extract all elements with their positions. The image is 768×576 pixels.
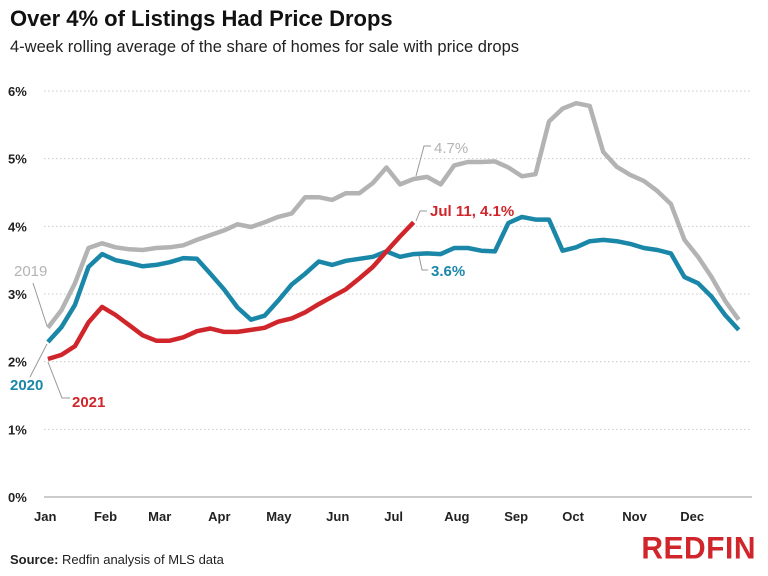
x-tick-label: Oct <box>562 509 584 524</box>
series-line-2020 <box>46 214 741 344</box>
x-tick-label: Aug <box>444 509 469 524</box>
x-tick-label: May <box>266 509 292 524</box>
series-line-2019 <box>46 100 741 330</box>
series-label-2021: 2021 <box>72 394 105 411</box>
source-text: Redfin analysis of MLS data <box>58 552 224 567</box>
x-tick-label: Jul <box>384 509 403 524</box>
x-tick-label: Dec <box>680 509 704 524</box>
source-label: Source: <box>10 552 59 567</box>
annotation-leaders <box>29 145 431 399</box>
leader-2021 <box>47 361 70 399</box>
x-tick-label: Mar <box>148 509 171 524</box>
series-label-2019: 2019 <box>14 263 47 280</box>
y-tick-label: 6% <box>8 84 27 99</box>
gridlines <box>44 90 752 498</box>
chart-subtitle: 4-week rolling average of the share of h… <box>10 38 520 56</box>
chart-title: Over 4% of Listings Had Price Drops <box>10 6 393 31</box>
leader-2020 <box>29 343 48 378</box>
leader-gray-value <box>415 145 431 177</box>
y-tick-label: 4% <box>8 219 27 234</box>
annotation-labels: 2019 2020 2021 4.7% Jul 11, 4.1% 3.6% <box>10 140 514 411</box>
y-tick-label: 3% <box>8 287 27 302</box>
x-tick-label: Jun <box>326 509 349 524</box>
series-label-2020: 2020 <box>10 377 43 394</box>
x-tick-label: Jan <box>34 509 56 524</box>
x-tick-label: Feb <box>94 509 117 524</box>
series-lines <box>46 100 741 362</box>
gray-value-label: 4.7% <box>434 140 468 157</box>
y-tick-label: 0% <box>8 490 27 505</box>
series-line-2021 <box>47 220 416 362</box>
x-tick-label: Apr <box>208 509 230 524</box>
x-axis-ticks: Jan Feb Mar Apr May Jun Jul Aug Sep Oct Nov Dec <box>34 509 704 524</box>
source-note: Source: Redfin analysis of MLS data <box>10 552 224 567</box>
y-tick-label: 1% <box>8 422 27 437</box>
leader-blue-value <box>418 255 428 271</box>
x-tick-label: Nov <box>622 509 647 524</box>
x-tick-label: Sep <box>504 509 528 524</box>
red-value-label: Jul 11, 4.1% <box>430 203 514 220</box>
y-axis-ticks: 0% 1% 2% 3% 4% 5% 6% <box>8 84 27 505</box>
leader-2019 <box>32 282 48 327</box>
y-tick-label: 2% <box>8 355 27 370</box>
leader-red-value <box>415 210 427 222</box>
blue-value-label: 3.6% <box>431 263 465 280</box>
redfin-logo: REDFIN <box>641 531 756 566</box>
y-tick-label: 5% <box>8 152 27 167</box>
